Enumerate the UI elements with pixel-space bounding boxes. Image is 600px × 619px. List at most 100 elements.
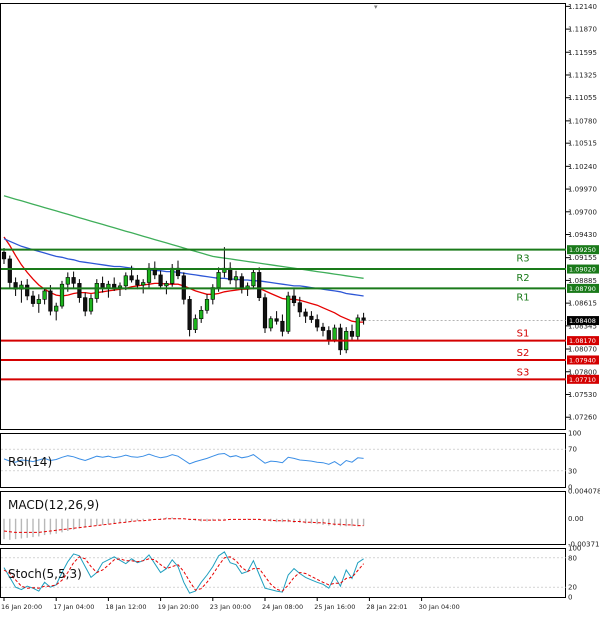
candle-body <box>257 272 261 297</box>
candle <box>286 292 290 334</box>
candle-body <box>130 276 134 280</box>
candle-body <box>205 299 209 310</box>
level-price-label: 1.09020 <box>569 266 596 274</box>
level-name-r2: R2 <box>516 273 529 284</box>
time-tick-label: 19 Jan 20:00 <box>158 603 199 611</box>
candle-body <box>194 319 198 330</box>
candle-body <box>124 276 128 286</box>
candle-body <box>298 303 302 312</box>
rsi-tick-label: 30 <box>568 467 577 475</box>
price-tick-label: 1.09430 <box>568 231 597 239</box>
time-tick-label: 25 Jan 16:00 <box>314 603 355 611</box>
candle-body <box>292 296 296 303</box>
candle-body <box>43 291 47 299</box>
candle-body <box>269 319 273 328</box>
candle-body <box>165 283 169 286</box>
price-tick-label: 1.09155 <box>568 254 597 262</box>
candle-body <box>281 321 285 331</box>
candle-body <box>136 280 140 285</box>
candle-body <box>350 331 354 336</box>
macd-label: MACD(12,26,9) <box>8 498 99 512</box>
candle-body <box>362 318 366 321</box>
candle-body <box>356 318 360 337</box>
candle-body <box>118 286 122 288</box>
price-tick-label: 1.09700 <box>568 208 597 216</box>
candle-body <box>112 284 116 287</box>
candle-body <box>315 320 319 328</box>
level-price-label: 1.09250 <box>569 246 596 254</box>
price-tick-label: 1.07530 <box>568 391 597 399</box>
candle-body <box>170 268 174 283</box>
candle-body <box>275 319 279 322</box>
candle-body <box>78 283 82 297</box>
candle <box>356 315 360 340</box>
candle-body <box>8 259 12 283</box>
current-price-label: 1.08408 <box>569 317 596 325</box>
stoch-tick-label: 80 <box>568 554 577 562</box>
candle-body <box>31 296 35 304</box>
price-tick-label: 1.11595 <box>568 49 597 57</box>
price-tick-label: 1.08615 <box>568 300 597 308</box>
macd-tick-label: 0.004078 <box>568 488 600 496</box>
time-tick-label: 30 Jan 04:00 <box>419 603 460 611</box>
candle-body <box>95 283 99 298</box>
level-name-s3: S3 <box>517 367 530 378</box>
level-price-label: 1.08790 <box>569 285 596 293</box>
candle-body <box>217 272 221 287</box>
candle-body <box>234 277 238 280</box>
time-tick-label: 23 Jan 00:00 <box>210 603 251 611</box>
level-name-s2: S2 <box>517 348 530 359</box>
candle <box>257 267 261 301</box>
level-name-r1: R1 <box>516 292 529 303</box>
candle-body <box>2 252 6 259</box>
candle-body <box>54 306 58 311</box>
price-tick-label: 1.08885 <box>568 277 597 285</box>
price-tick-label: 1.08070 <box>568 346 597 354</box>
level-price-label: 1.07940 <box>569 356 596 364</box>
macd-tick-label: 0.00 <box>568 515 584 523</box>
candle-body <box>66 277 70 284</box>
candle <box>263 293 267 333</box>
candle-body <box>310 316 314 319</box>
price-panel: 1.12140 1.11870 1.11595 1.11325 1.11055 1.107… <box>1 3 600 430</box>
candle-body <box>263 298 267 328</box>
time-tick-label: 16 Jan 20:00 <box>1 603 42 611</box>
candle-body <box>321 327 325 330</box>
time-tick-label: 28 Jan 22:01 <box>366 603 407 611</box>
candle-body <box>147 268 151 282</box>
candle-body <box>72 277 76 283</box>
price-tick-label: 1.09970 <box>568 186 597 194</box>
price-tick-label: 1.10240 <box>568 163 597 171</box>
level-name-s1: S1 <box>517 329 530 340</box>
candle-body <box>25 285 29 296</box>
price-tick-label: 1.11325 <box>568 71 597 79</box>
price-tick-label: 1.12140 <box>568 3 597 11</box>
time-tick-label: 18 Jan 12:00 <box>105 603 146 611</box>
candle-body <box>199 310 203 318</box>
candle <box>8 256 12 288</box>
stoch-label: Stoch(5,5,3) <box>8 567 82 581</box>
time-tick-label: 17 Jan 04:00 <box>53 603 94 611</box>
candle-body <box>252 272 256 285</box>
price-tick-label: 1.10780 <box>568 117 597 125</box>
candle-body <box>37 299 41 303</box>
price-tick-label: 1.11870 <box>568 26 597 34</box>
time-tick-label: 24 Jan 08:00 <box>262 603 303 611</box>
candle-body <box>141 283 145 286</box>
price-tick-label: 1.11055 <box>568 94 597 102</box>
candle-body <box>327 330 331 339</box>
candle-body <box>286 296 290 331</box>
candle-body <box>49 291 53 311</box>
rsi-tick-label: 70 <box>568 446 577 454</box>
price-tick-label: 1.07260 <box>568 414 597 422</box>
candle-body <box>188 299 192 329</box>
candle-body <box>89 299 93 312</box>
candle <box>60 281 64 309</box>
price-tick-label: 1.10515 <box>568 140 597 148</box>
candle-body <box>83 298 87 311</box>
rsi-tick-label: 100 <box>568 430 581 438</box>
